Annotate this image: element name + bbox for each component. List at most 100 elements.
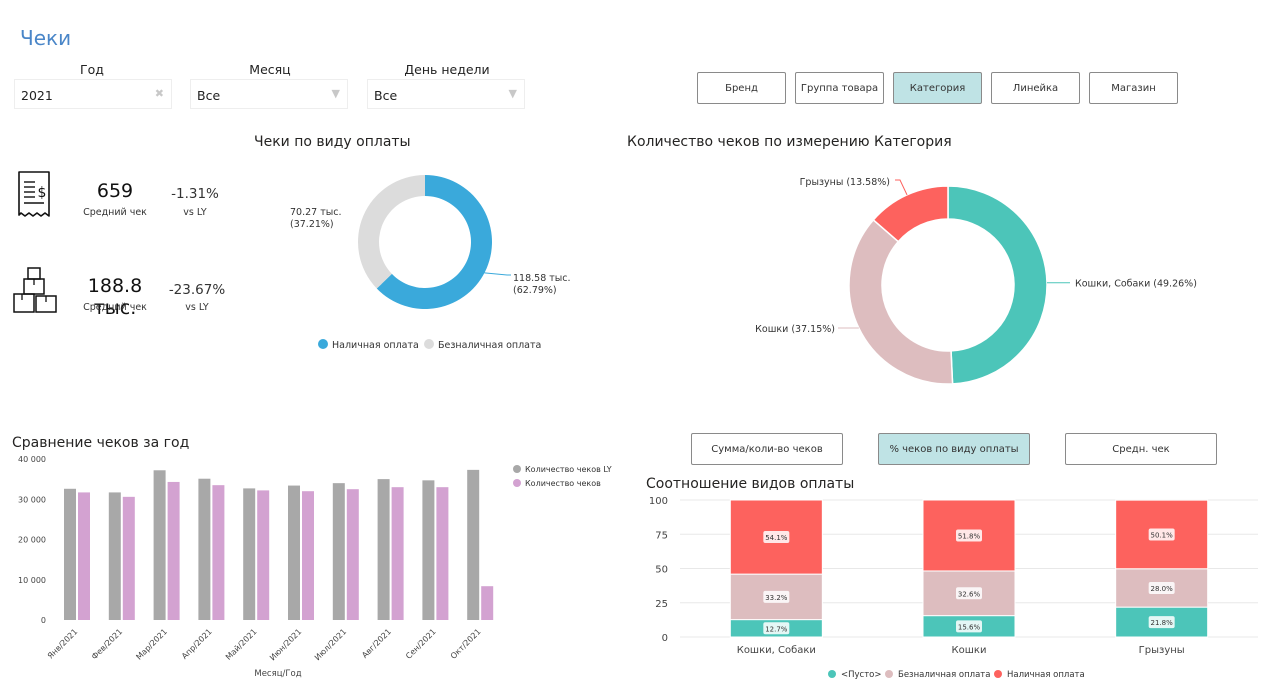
kpi-avg-check-label: Средний чек <box>83 207 147 218</box>
bar <box>64 488 76 620</box>
bar <box>288 485 300 620</box>
donut-data-label: (37.21%) <box>290 219 334 230</box>
bar <box>346 489 359 620</box>
year-comparison-title: Сравнение чеков за год <box>12 435 190 451</box>
data-label-bg <box>956 529 982 542</box>
data-label-bg <box>956 620 982 633</box>
month-select-value: Все <box>197 88 221 103</box>
data-label-bg <box>763 622 790 635</box>
legend-label: Наличная оплата <box>332 340 419 351</box>
stacked-bar-segment <box>1115 499 1209 570</box>
bar <box>257 490 270 620</box>
y-tick-label: 75 <box>655 530 668 541</box>
y-tick-label: 30 000 <box>18 495 46 504</box>
legend-marker <box>994 670 1002 678</box>
legend-marker <box>424 339 434 349</box>
category-donut-chart: Кошки, Собаки (49.26%) Кошки (37.15%) Грыз… <box>755 177 1197 385</box>
y-tick-label: 100 <box>649 496 668 507</box>
bar <box>167 481 180 620</box>
payment-donut-title: Чеки по виду оплаты <box>254 134 411 150</box>
legend-label: Наличная оплата <box>1007 670 1085 680</box>
filter-year-label: Год <box>80 62 104 77</box>
data-label: 28.0% <box>1151 585 1174 593</box>
month-select[interactable]: Все ▼ <box>190 79 348 109</box>
filter-month-label: Месяц <box>249 62 291 77</box>
donut-data-label: Грызуны (13.58%) <box>800 177 890 188</box>
x-tick-label: Янв/2021 <box>46 627 80 661</box>
dimension-button-category[interactable]: Категория <box>893 72 982 104</box>
bar <box>436 487 449 620</box>
donut-data-label: (62.79%) <box>513 285 557 296</box>
legend-marker <box>318 339 328 349</box>
dimension-button-product-group[interactable]: Группа товара <box>795 72 884 104</box>
data-label: 32.6% <box>958 590 981 598</box>
payment-ratio-title: Соотношение видов оплаты <box>646 476 855 492</box>
boxes-icon <box>12 266 60 316</box>
category-donut-title: Количество чеков по измерению Категория <box>627 134 952 150</box>
payment-ratio-stacked-chart: 0 25 50 75 100 12.7% 33.2% 54.1% Кошки, Собаки 15… <box>649 496 1258 680</box>
donut-slice <box>872 185 949 243</box>
data-label-bg <box>1148 581 1175 594</box>
data-label-bg <box>763 531 790 544</box>
data-label: 50.1% <box>1151 531 1174 539</box>
data-label-bg <box>763 590 790 603</box>
year-comparison-bar-chart: 0 10 000 20 000 30 000 40 000 Янв/2021 Фев/202… <box>18 455 612 679</box>
y-tick-label: 0 <box>662 633 668 644</box>
clear-icon[interactable]: ✖ <box>154 87 164 100</box>
bar <box>212 485 225 620</box>
dimension-button-brand[interactable]: Бренд <box>697 72 786 104</box>
x-tick-label: Апр/2021 <box>180 627 214 661</box>
filter-month: Месяц Все ▼ <box>190 62 350 112</box>
x-axis-title: Месяц/Год <box>254 669 301 679</box>
bar <box>391 487 404 620</box>
legend-label: Безналичная оплата <box>898 670 990 680</box>
measure-button-payment-share[interactable]: % чеков по виду оплаты <box>878 433 1030 465</box>
chevron-down-icon: ▼ <box>331 87 340 100</box>
bar <box>481 586 494 620</box>
y-tick-label: 50 <box>655 565 668 576</box>
x-tick-label: Июл/2021 <box>313 627 348 662</box>
donut-slice <box>376 175 492 309</box>
donut-label-leader <box>895 179 908 196</box>
bar <box>422 480 435 620</box>
payment-type-donut-chart: 118.58 тыс.(62.79%) 70.27 тыс.(37.21%) Нал… <box>290 175 571 351</box>
legend-marker <box>885 670 893 678</box>
data-label: 21.8% <box>1151 619 1174 627</box>
y-tick-label: 25 <box>655 599 668 610</box>
kpi-avg-check-change-label: vs LY <box>183 207 207 218</box>
filter-weekday: День недели Все ▼ <box>367 62 527 112</box>
data-label: 15.6% <box>958 623 981 631</box>
legend-marker <box>828 670 836 678</box>
data-label-bg <box>1148 616 1175 629</box>
bar <box>198 478 211 620</box>
x-tick-label: Грызуны <box>1139 645 1185 656</box>
dimension-button-store[interactable]: Магазин <box>1089 72 1178 104</box>
kpi-avg-check-change: -1.31% <box>171 186 219 202</box>
weekday-select[interactable]: Все ▼ <box>367 79 525 109</box>
data-label-bg <box>956 587 982 600</box>
bar <box>332 483 345 620</box>
data-label: 33.2% <box>765 594 788 602</box>
kpi-receipts-count-value: 188.8 тыс. <box>87 275 143 319</box>
kpi-avg-check-value: 659 <box>96 180 134 202</box>
bar <box>377 479 390 620</box>
x-tick-label: Кошки <box>952 645 987 656</box>
y-tick-label: 0 <box>41 616 46 625</box>
legend-marker <box>513 465 521 473</box>
bar <box>122 496 135 620</box>
data-label: 54.1% <box>765 534 788 542</box>
donut-slice <box>848 218 954 385</box>
dimension-button-line[interactable]: Линейка <box>991 72 1080 104</box>
data-label: 12.7% <box>765 625 788 633</box>
year-select[interactable]: 2021 ✖ <box>14 79 172 109</box>
measure-button-sum-count[interactable]: Сумма/коли-во чеков <box>691 433 843 465</box>
x-tick-label: Кошки, Собаки <box>737 645 816 656</box>
y-tick-label: 20 000 <box>18 536 46 545</box>
receipt-icon: $ <box>16 170 54 220</box>
measure-button-avg-check[interactable]: Средн. чек <box>1065 433 1217 465</box>
x-tick-label: Окт/2021 <box>449 627 483 661</box>
x-tick-label: Май/2021 <box>224 627 259 662</box>
year-select-value: 2021 <box>21 88 53 103</box>
data-label: 51.8% <box>958 532 981 540</box>
donut-data-label: 118.58 тыс. <box>513 273 571 284</box>
